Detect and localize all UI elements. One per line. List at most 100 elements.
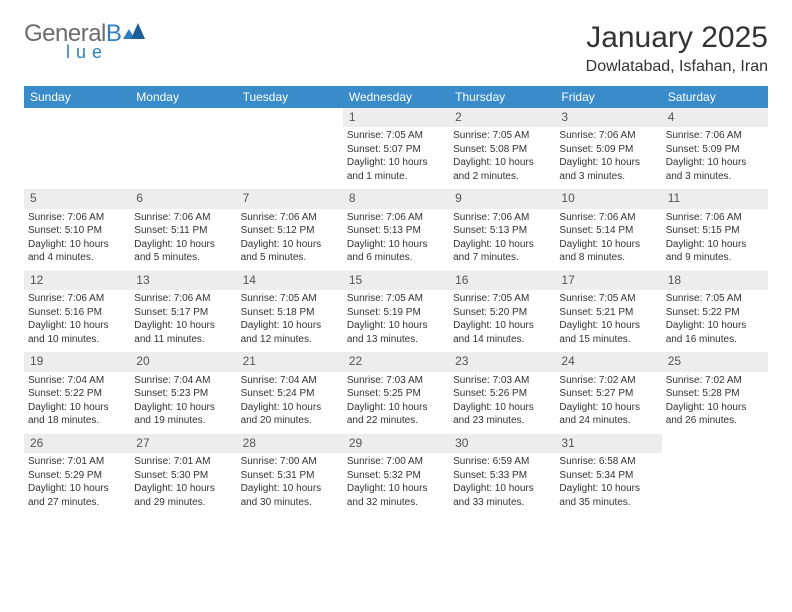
day-line: and 20 minutes. <box>241 414 339 428</box>
day-line: Sunset: 5:08 PM <box>453 143 551 157</box>
day-line: and 2 minutes. <box>453 170 551 184</box>
day-line: Sunrise: 7:06 AM <box>28 292 126 306</box>
day-number: 10 <box>555 189 661 209</box>
day-number: 11 <box>662 189 768 209</box>
day-number: 5 <box>24 189 130 209</box>
day-line: Sunset: 5:12 PM <box>241 224 339 238</box>
day-line: Sunrise: 7:06 AM <box>666 211 764 225</box>
day-number: 31 <box>555 434 661 454</box>
day-line: and 13 minutes. <box>347 333 445 347</box>
day-body: Sunrise: 7:04 AMSunset: 5:23 PMDaylight:… <box>130 372 236 434</box>
day-number: 16 <box>449 271 555 291</box>
day-line: Sunset: 5:31 PM <box>241 469 339 483</box>
day-cell: 29Sunrise: 7:00 AMSunset: 5:32 PMDayligh… <box>343 434 449 516</box>
day-line: Sunrise: 7:04 AM <box>134 374 232 388</box>
day-header: Sunday <box>24 86 130 108</box>
header: General B lue January 2025 Dowlatabad, I… <box>24 22 768 76</box>
day-line: Sunset: 5:25 PM <box>347 387 445 401</box>
day-number: 6 <box>130 189 236 209</box>
day-line: Daylight: 10 hours <box>241 319 339 333</box>
day-line: Daylight: 10 hours <box>666 156 764 170</box>
day-line: Daylight: 10 hours <box>28 482 126 496</box>
day-line: and 24 minutes. <box>559 414 657 428</box>
day-line: Daylight: 10 hours <box>453 319 551 333</box>
day-number: 30 <box>449 434 555 454</box>
day-line: and 9 minutes. <box>666 251 764 265</box>
day-body: Sunrise: 7:00 AMSunset: 5:31 PMDaylight:… <box>237 453 343 515</box>
day-number: 24 <box>555 352 661 372</box>
day-cell: 9Sunrise: 7:06 AMSunset: 5:13 PMDaylight… <box>449 189 555 271</box>
day-line: Sunset: 5:13 PM <box>453 224 551 238</box>
day-number: 26 <box>24 434 130 454</box>
day-line: Sunrise: 7:05 AM <box>347 292 445 306</box>
day-line: Sunset: 5:13 PM <box>347 224 445 238</box>
day-line: Sunset: 5:27 PM <box>559 387 657 401</box>
day-body: Sunrise: 7:06 AMSunset: 5:10 PMDaylight:… <box>24 209 130 271</box>
day-line: and 14 minutes. <box>453 333 551 347</box>
day-line: and 22 minutes. <box>347 414 445 428</box>
day-line: Sunset: 5:28 PM <box>666 387 764 401</box>
day-number: 22 <box>343 352 449 372</box>
day-number: 28 <box>237 434 343 454</box>
day-cell: 1Sunrise: 7:05 AMSunset: 5:07 PMDaylight… <box>343 108 449 190</box>
day-cell: 30Sunrise: 6:59 AMSunset: 5:33 PMDayligh… <box>449 434 555 516</box>
day-line: and 32 minutes. <box>347 496 445 510</box>
day-header: Saturday <box>662 86 768 108</box>
day-line: Daylight: 10 hours <box>134 238 232 252</box>
week-row: 26Sunrise: 7:01 AMSunset: 5:29 PMDayligh… <box>24 434 768 516</box>
day-body: Sunrise: 7:03 AMSunset: 5:26 PMDaylight:… <box>449 372 555 434</box>
day-line: and 4 minutes. <box>28 251 126 265</box>
logo: General B lue <box>24 22 145 63</box>
day-cell <box>237 108 343 190</box>
day-line: Daylight: 10 hours <box>347 156 445 170</box>
day-line: Sunrise: 7:04 AM <box>28 374 126 388</box>
day-header: Wednesday <box>343 86 449 108</box>
day-number: 21 <box>237 352 343 372</box>
day-line: Sunset: 5:09 PM <box>666 143 764 157</box>
day-cell: 8Sunrise: 7:06 AMSunset: 5:13 PMDaylight… <box>343 189 449 271</box>
day-body: Sunrise: 7:06 AMSunset: 5:17 PMDaylight:… <box>130 290 236 352</box>
day-line: and 19 minutes. <box>134 414 232 428</box>
day-number: 29 <box>343 434 449 454</box>
day-number: 18 <box>662 271 768 291</box>
day-line: Sunrise: 7:06 AM <box>134 211 232 225</box>
day-line: Sunrise: 7:05 AM <box>453 129 551 143</box>
day-line: Sunrise: 7:06 AM <box>134 292 232 306</box>
day-line: Sunset: 5:34 PM <box>559 469 657 483</box>
day-cell: 31Sunrise: 6:58 AMSunset: 5:34 PMDayligh… <box>555 434 661 516</box>
day-line: Sunrise: 7:02 AM <box>559 374 657 388</box>
day-number: 20 <box>130 352 236 372</box>
day-line: Sunrise: 7:06 AM <box>453 211 551 225</box>
day-header: Monday <box>130 86 236 108</box>
day-body: Sunrise: 6:58 AMSunset: 5:34 PMDaylight:… <box>555 453 661 515</box>
day-line: and 11 minutes. <box>134 333 232 347</box>
day-body: Sunrise: 7:05 AMSunset: 5:22 PMDaylight:… <box>662 290 768 352</box>
day-number: 7 <box>237 189 343 209</box>
day-cell: 6Sunrise: 7:06 AMSunset: 5:11 PMDaylight… <box>130 189 236 271</box>
day-number: 25 <box>662 352 768 372</box>
day-line: and 5 minutes. <box>134 251 232 265</box>
day-line: Sunset: 5:07 PM <box>347 143 445 157</box>
day-cell: 12Sunrise: 7:06 AMSunset: 5:16 PMDayligh… <box>24 271 130 353</box>
day-line: Daylight: 10 hours <box>241 238 339 252</box>
day-number <box>662 434 768 454</box>
day-line: Daylight: 10 hours <box>453 401 551 415</box>
day-line: Sunrise: 7:05 AM <box>347 129 445 143</box>
day-line: Sunrise: 6:59 AM <box>453 455 551 469</box>
day-line: Sunrise: 7:01 AM <box>28 455 126 469</box>
day-line: Sunrise: 7:01 AM <box>134 455 232 469</box>
day-cell: 3Sunrise: 7:06 AMSunset: 5:09 PMDaylight… <box>555 108 661 190</box>
day-header: Thursday <box>449 86 555 108</box>
day-line: Sunset: 5:15 PM <box>666 224 764 238</box>
day-number: 13 <box>130 271 236 291</box>
day-number: 8 <box>343 189 449 209</box>
day-line: Sunset: 5:17 PM <box>134 306 232 320</box>
day-cell: 27Sunrise: 7:01 AMSunset: 5:30 PMDayligh… <box>130 434 236 516</box>
day-line: Daylight: 10 hours <box>347 482 445 496</box>
day-body: Sunrise: 7:04 AMSunset: 5:24 PMDaylight:… <box>237 372 343 434</box>
day-line: Daylight: 10 hours <box>559 401 657 415</box>
day-line: Sunrise: 7:05 AM <box>666 292 764 306</box>
day-number <box>130 108 236 128</box>
day-line: and 33 minutes. <box>453 496 551 510</box>
day-line: Daylight: 10 hours <box>347 401 445 415</box>
